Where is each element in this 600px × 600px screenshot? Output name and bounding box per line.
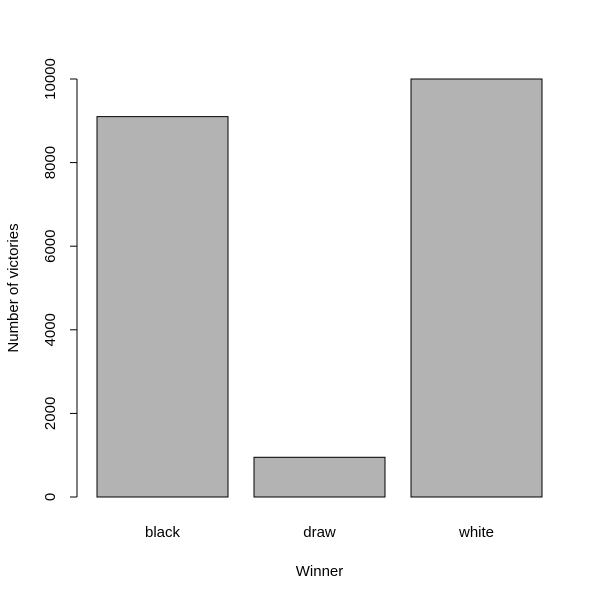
x-tick-label-draw: draw — [303, 524, 336, 541]
y-tick-label-6000: 6000 — [42, 230, 59, 263]
y-tick-label-4000: 4000 — [42, 313, 59, 346]
bar-draw — [253, 456, 386, 498]
y-tick-label-8000: 8000 — [42, 146, 59, 179]
x-axis-label: Winner — [296, 563, 344, 580]
x-tick-label-black: black — [145, 524, 181, 541]
x-tick-label-white: white — [458, 524, 494, 541]
bar-black — [96, 116, 229, 498]
y-axis-label: Number of victories — [5, 223, 22, 352]
y-tick-label-0: 0 — [42, 493, 59, 501]
y-axis: 0 2000 4000 6000 8000 10000 — [42, 58, 78, 501]
y-tick-label-10000: 10000 — [42, 58, 59, 100]
y-tick-label-2000: 2000 — [42, 397, 59, 430]
bars-group — [96, 78, 543, 498]
x-category-labels: black draw white — [145, 524, 494, 541]
bar-white — [410, 78, 543, 498]
